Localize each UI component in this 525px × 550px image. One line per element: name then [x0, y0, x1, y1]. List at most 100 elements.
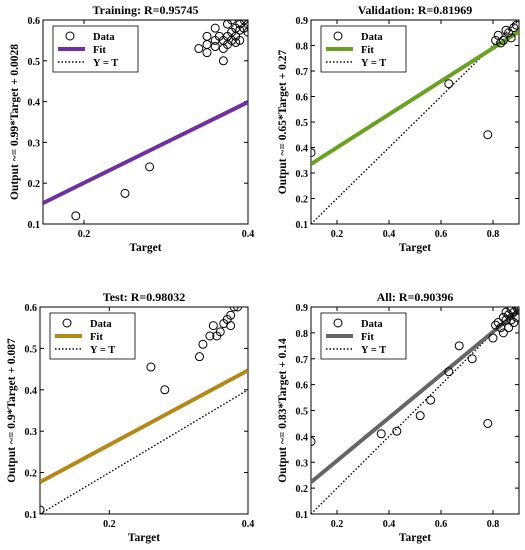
x-axis-label: Target	[399, 532, 431, 544]
data-point	[454, 341, 464, 351]
legend-label: Y = T	[90, 345, 115, 356]
data-point	[392, 426, 402, 436]
chart-title: Test: R=0.98032	[103, 290, 185, 304]
data-point	[511, 312, 519, 322]
data-point	[208, 321, 218, 331]
data-point	[146, 362, 156, 372]
x-tick-label: 0.2	[103, 519, 116, 530]
y-tick-label: 0.2	[296, 195, 309, 206]
y-tick-label: 0.9	[296, 16, 309, 27]
data-point	[160, 385, 170, 395]
y-tick-label: 0.1	[296, 510, 309, 521]
data-point	[509, 23, 519, 33]
x-tick-label: 0.4	[242, 519, 255, 530]
data-point	[415, 411, 425, 421]
data-point	[235, 25, 245, 35]
y-tick-label: 0.2	[28, 179, 41, 190]
y-tick-label: 0.8	[296, 42, 309, 53]
x-tick-label: 0.6	[435, 519, 448, 530]
y-tick-label: 0.6	[296, 381, 309, 392]
data-point	[223, 20, 232, 29]
y-tick-label: 0.1	[25, 510, 38, 521]
data-point	[226, 310, 236, 320]
y-tick-label: 0.5	[296, 407, 309, 418]
data-point	[511, 307, 519, 312]
data-point	[504, 28, 514, 38]
y-tick-label: 0.6	[296, 93, 309, 104]
data-point	[198, 339, 208, 349]
data-point	[483, 130, 493, 140]
legend-label: Y = T	[361, 58, 386, 69]
data-point	[71, 211, 81, 221]
data-point	[506, 33, 516, 43]
legend-data-marker	[65, 31, 75, 41]
y-tick-label: 0.1	[296, 220, 309, 231]
chart-title: All: R=0.90396	[377, 290, 454, 304]
x-tick-label: 0.8	[487, 519, 500, 530]
y-axis-label: Output ~= 0.9*Target + 0.087	[6, 338, 18, 483]
data-point	[194, 44, 204, 54]
y-tick-label: 0.2	[25, 469, 38, 480]
y-axis-label: Output ~= 0.83*Target + 0.14	[277, 338, 289, 483]
plot-content	[43, 20, 248, 221]
y-tick-label: 0.9	[296, 303, 309, 314]
y-tick-label: 0.4	[25, 386, 38, 397]
y-tick-label: 0.6	[25, 303, 38, 314]
data-point	[506, 307, 516, 315]
legend-data-marker	[62, 318, 72, 328]
legend-label: Data	[93, 32, 115, 43]
data-point	[145, 162, 155, 172]
y-tick-label: 0.5	[25, 344, 38, 355]
x-tick-label: 0.2	[331, 519, 344, 530]
x-axis-label: Target	[128, 532, 160, 544]
data-point	[202, 31, 212, 41]
y-tick-label: 0.4	[28, 98, 41, 109]
x-axis-label: Target	[399, 242, 431, 254]
legend-label: Fit	[361, 332, 374, 343]
fit-line	[311, 29, 519, 166]
data-point	[467, 354, 477, 364]
y-tick-label: 0.4	[296, 432, 309, 443]
data-point	[311, 148, 316, 158]
data-point	[194, 352, 204, 362]
data-point	[444, 79, 454, 89]
data-point	[243, 27, 248, 37]
legend-label: Data	[361, 32, 383, 43]
y-tick-label: 0.3	[25, 427, 38, 438]
subplot-1: 0.2 0.4 0.1 0.2 0.3 0.4 0.5 0.6 Training: R=0.95…	[9, 3, 254, 254]
data-point	[210, 23, 220, 33]
data-point	[210, 42, 220, 52]
fit-line	[43, 100, 248, 205]
data-point	[311, 437, 316, 447]
legend: Data Fit Y = T	[49, 312, 136, 360]
subplot-4: 0.2 0.4 0.6 0.8 0.1 0.2 0.3 0.4 0.5 0.6 0.7 0.8 0.9 A…	[277, 290, 520, 544]
data-point	[205, 331, 215, 341]
fit-line	[40, 368, 248, 484]
x-axis-label: Target	[129, 242, 161, 254]
subplot-3: 0.2 0.4 0.1 0.2 0.3 0.4 0.5 0.6 Test: R=0.98032 T…	[6, 290, 254, 544]
legend: Data Fit Y = T	[52, 25, 139, 73]
legend-box	[49, 312, 136, 360]
chart-title: Validation: R=0.81969	[358, 3, 472, 17]
legend-label: Data	[361, 319, 383, 330]
data-point	[202, 48, 212, 58]
y-tick-label: 0.3	[296, 169, 309, 180]
data-point	[235, 35, 245, 45]
legend-label: Y = T	[93, 58, 118, 69]
chart-title: Training: R=0.95745	[93, 3, 199, 17]
data-point	[229, 307, 239, 312]
data-point	[226, 321, 236, 331]
data-point	[498, 312, 508, 322]
legend: Data Fit Y = T	[320, 312, 407, 360]
data-point	[498, 35, 508, 45]
data-point	[506, 315, 516, 325]
data-point	[426, 395, 436, 405]
data-point	[243, 20, 248, 29]
data-point	[233, 307, 243, 312]
data-point	[488, 333, 498, 343]
data-point	[40, 505, 45, 514]
legend: Data Fit Y = T	[320, 25, 407, 73]
x-tick-label: 0.4	[383, 229, 396, 240]
data-point	[504, 323, 514, 333]
